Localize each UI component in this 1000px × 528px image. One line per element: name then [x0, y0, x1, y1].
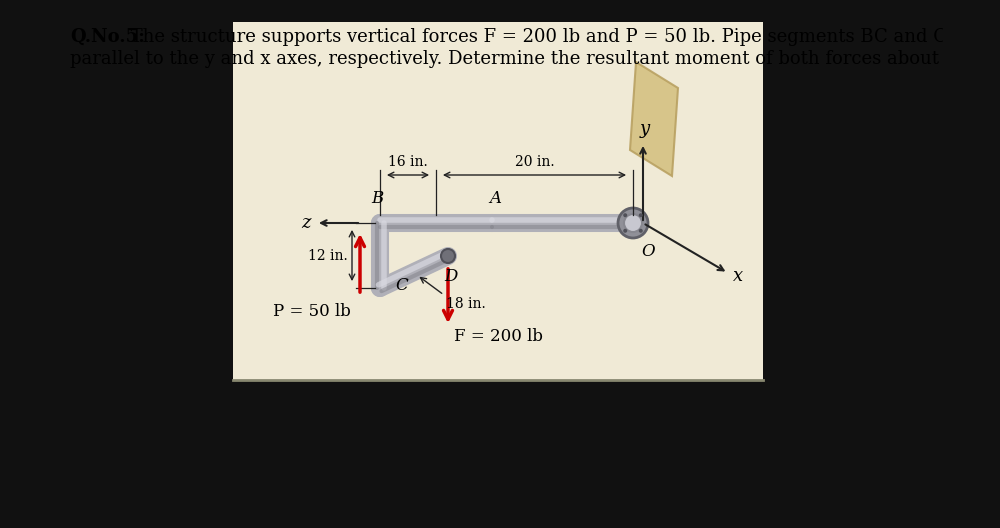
Circle shape	[441, 249, 455, 263]
Text: B: B	[371, 190, 383, 207]
Bar	[233, 22, 763, 380]
Text: P = 50 lb: P = 50 lb	[273, 303, 351, 320]
Text: F = 200 lb: F = 200 lb	[454, 328, 543, 345]
Text: parallel to the y and x axes, respectively. Determine the resultant moment of bo: parallel to the y and x axes, respective…	[70, 50, 1000, 68]
Polygon shape	[630, 62, 678, 176]
Circle shape	[618, 208, 648, 238]
Text: x: x	[733, 267, 743, 285]
Text: 12 in.: 12 in.	[308, 249, 348, 262]
Bar	[0, 0, 57, 528]
Text: Q.No.5:: Q.No.5:	[70, 28, 145, 46]
Text: 16 in.: 16 in.	[388, 155, 428, 169]
Text: z: z	[302, 214, 311, 232]
Text: y: y	[640, 120, 650, 138]
Circle shape	[623, 213, 627, 217]
Circle shape	[639, 213, 643, 217]
Text: C: C	[395, 278, 408, 295]
Circle shape	[623, 229, 627, 233]
Circle shape	[639, 229, 643, 233]
Text: The structure supports vertical forces F = 200 lb and P = 50 lb. Pipe segments B: The structure supports vertical forces F…	[125, 28, 997, 46]
Text: O: O	[641, 243, 655, 260]
Bar	[943, 0, 1000, 528]
Text: 18 in.: 18 in.	[446, 297, 486, 311]
Text: D: D	[444, 268, 458, 285]
Circle shape	[624, 214, 642, 232]
Text: A: A	[489, 190, 501, 207]
Text: 20 in.: 20 in.	[515, 155, 554, 169]
